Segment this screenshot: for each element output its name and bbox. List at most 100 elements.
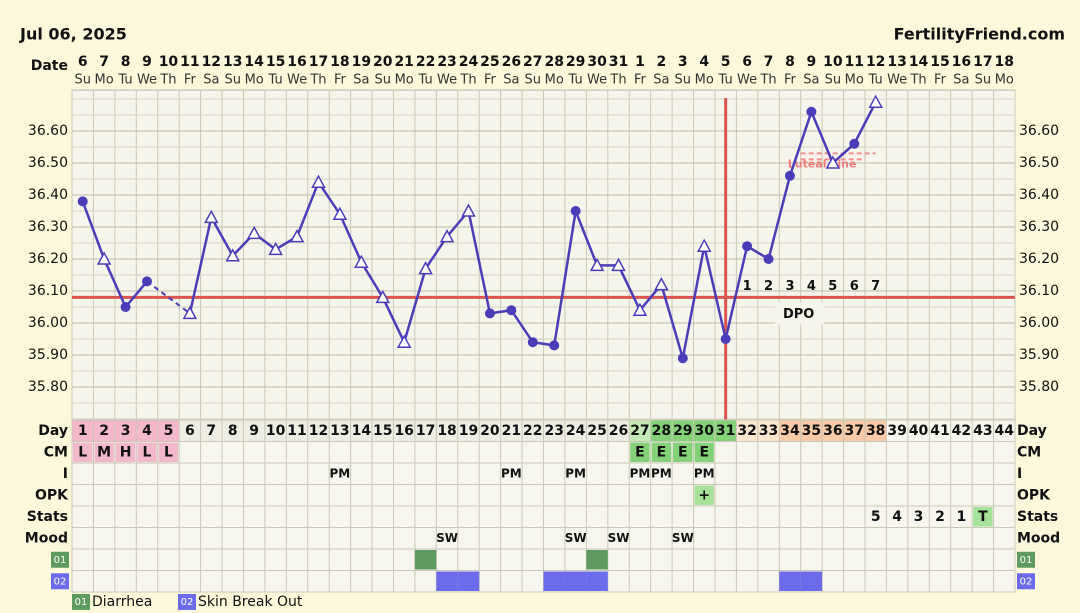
y-tick-label: 36.20 <box>28 251 68 267</box>
weekday-label: Mo <box>845 73 864 88</box>
weekday-label: Su <box>675 73 692 88</box>
weekday-label: Su <box>525 73 542 88</box>
weekday-label: Th <box>609 73 626 88</box>
symptom-cell <box>779 571 801 591</box>
weekday-label: Tu <box>117 73 132 88</box>
day-number: 11 <box>287 423 306 439</box>
legend-swatch <box>178 594 196 610</box>
opk-entry: + <box>698 487 710 503</box>
day-number: 34 <box>780 423 800 439</box>
weekday-label: We <box>287 73 307 88</box>
temp-point <box>806 106 817 117</box>
site-name: FertilityFriend.com <box>894 25 1065 44</box>
weekday-label: Su <box>224 73 241 88</box>
weekday-label: Sa <box>953 73 969 88</box>
weekday-label: Th <box>909 73 926 88</box>
weekday-label: Fr <box>784 73 797 88</box>
date-label: 7 <box>764 54 774 70</box>
row-label-right: CM <box>1017 444 1041 460</box>
weekday-label: We <box>737 73 757 88</box>
y-tick-label-right: 36.30 <box>1019 219 1059 235</box>
weekday-label: Tu <box>267 73 282 88</box>
date-label: 15 <box>266 54 285 70</box>
cm-entry: L <box>164 444 173 460</box>
x-label: Date <box>31 58 68 74</box>
date-label: 1 <box>635 54 645 70</box>
cm-cell <box>694 442 714 462</box>
temp-point-triangle <box>96 251 112 265</box>
weekday-label: Th <box>459 73 476 88</box>
day-number: 35 <box>802 423 821 439</box>
date-label: 25 <box>480 54 499 70</box>
stats-cell <box>973 507 993 527</box>
temp-point-triangle <box>396 334 412 348</box>
day-phase <box>72 420 180 442</box>
symptom-cell <box>457 571 480 591</box>
date-label: 17 <box>309 54 328 70</box>
dpo-number: 7 <box>871 279 880 294</box>
date-label: 13 <box>223 54 242 70</box>
y-tick-label: 36.10 <box>28 283 68 299</box>
row-badge <box>51 551 69 568</box>
temp-point <box>527 337 538 348</box>
weekday-label: Fr <box>934 73 947 88</box>
day-number: 8 <box>228 423 238 439</box>
day-phase <box>629 420 651 442</box>
date-label: 27 <box>523 54 542 70</box>
symptom-cell <box>436 571 458 591</box>
date-label: 6 <box>78 54 88 70</box>
date-label: 20 <box>373 54 393 70</box>
temp-point-triangle <box>654 277 669 291</box>
weekday-label: We <box>137 73 157 88</box>
stats-entry: 5 <box>871 509 881 525</box>
cm-entry: E <box>635 444 645 460</box>
row-label: OPK <box>35 487 69 503</box>
y-tick-label-right: 36.60 <box>1019 123 1059 139</box>
day-number: 13 <box>330 423 349 439</box>
stats-entry: 1 <box>957 509 967 525</box>
i-entry: PM <box>630 466 651 480</box>
y-tick-label-right: 35.80 <box>1019 379 1059 395</box>
date-label: 7 <box>99 54 109 70</box>
day-number: 9 <box>249 423 259 439</box>
date-label: 12 <box>202 54 221 70</box>
date-label: 19 <box>352 54 371 70</box>
date-label: 30 <box>587 54 607 70</box>
date-label: 18 <box>330 54 349 70</box>
temp-point-triangle <box>439 229 455 243</box>
date-label: 13 <box>887 54 906 70</box>
weekday-label: Sa <box>203 73 219 88</box>
stats-entry: 2 <box>935 509 945 525</box>
weekday-label: Th <box>159 73 176 88</box>
dpo-number: 4 <box>807 279 816 294</box>
row-label-right: Mood <box>1017 530 1060 546</box>
weekday-label: Su <box>975 73 992 88</box>
y-tick-label-right: 36.50 <box>1019 155 1059 171</box>
date-label: 31 <box>609 54 628 70</box>
day-number: 32 <box>737 423 756 439</box>
cm-entry: E <box>699 444 709 460</box>
date-label: 6 <box>742 54 752 70</box>
dpo-box <box>775 302 825 325</box>
legend-label: Diarrhea <box>92 594 152 610</box>
date-label: 23 <box>437 54 456 70</box>
day-number: 24 <box>566 423 586 439</box>
temp-point-triangle <box>632 302 648 316</box>
row-label-right: Stats <box>1017 509 1058 525</box>
day-number: 37 <box>845 423 864 439</box>
symptom-cell <box>586 571 608 591</box>
symptom-cell <box>543 571 565 591</box>
weekday-label: Fr <box>184 73 197 88</box>
date-label: 18 <box>995 54 1014 70</box>
i-entry: PM <box>501 466 522 480</box>
weekday-label: Mo <box>545 73 564 88</box>
dpo-number: 5 <box>828 279 837 294</box>
day-number: 28 <box>652 423 671 439</box>
temp-point-triangle <box>868 94 883 108</box>
cm-cell <box>115 442 136 462</box>
weekday-label: Fr <box>334 73 347 88</box>
temp-point <box>742 241 753 252</box>
cm-cell <box>137 442 157 462</box>
cm-cell <box>94 442 114 462</box>
